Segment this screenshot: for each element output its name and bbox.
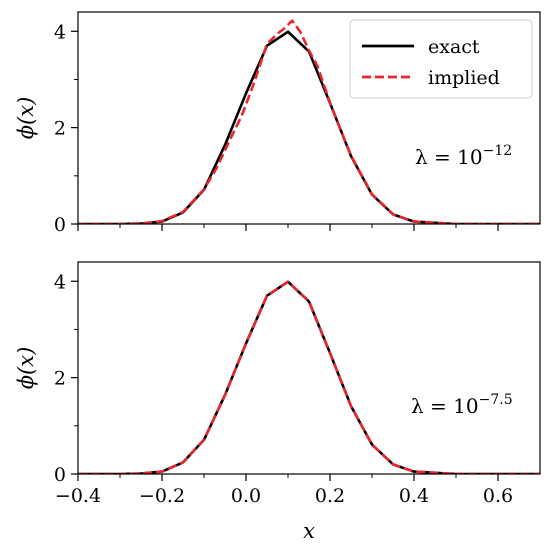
x-tick-label: 0.6: [483, 485, 513, 507]
lambda-base: λ = 10: [411, 394, 479, 418]
plot-frame: [77, 11, 541, 225]
legend-label-implied: implied: [428, 67, 500, 89]
legend-box: [349, 19, 533, 99]
lambda-exponent: −12: [483, 143, 513, 159]
y-tick-label: 0: [54, 214, 66, 236]
y-axis-label: ϕ(x): [14, 347, 38, 390]
x-tick-label: 0.2: [315, 485, 345, 507]
plot-frame: [77, 261, 541, 475]
y-tick-label: 2: [54, 118, 66, 140]
legend: exact implied: [349, 19, 533, 99]
y-tick-label: 0: [54, 464, 66, 486]
lambda-annotation: λ = 10−7.5: [411, 392, 513, 418]
y-tick-label: 4: [54, 21, 66, 43]
lambda-exponent: −7.5: [479, 392, 513, 408]
series-line-implied: [78, 19, 540, 224]
x-tick-label: 0.4: [399, 485, 429, 507]
x-tick-label: 0.0: [231, 485, 261, 507]
chart-panel-2: −0.4 −0.2 0.0 0.2 0.4 0.6 0 2 4 ϕ(x) x λ = 10−7.5: [14, 261, 541, 543]
chart-panel-1: 0 2 4 ϕ(x) λ = 10−12 exact implied: [14, 11, 541, 236]
legend-label-exact: exact: [428, 36, 480, 58]
series-line-implied: [78, 280, 540, 474]
x-axis-label: x: [303, 519, 315, 543]
lambda-base: λ = 10: [415, 145, 483, 169]
y-tick-label: 2: [54, 368, 66, 390]
x-tick-label: −0.4: [55, 485, 101, 507]
y-axis-label: ϕ(x): [14, 97, 38, 140]
y-tick-label: 4: [54, 271, 66, 293]
x-tick-label: −0.2: [139, 485, 185, 507]
lambda-annotation: λ = 10−12: [415, 143, 512, 169]
series-line-exact: [78, 280, 540, 474]
